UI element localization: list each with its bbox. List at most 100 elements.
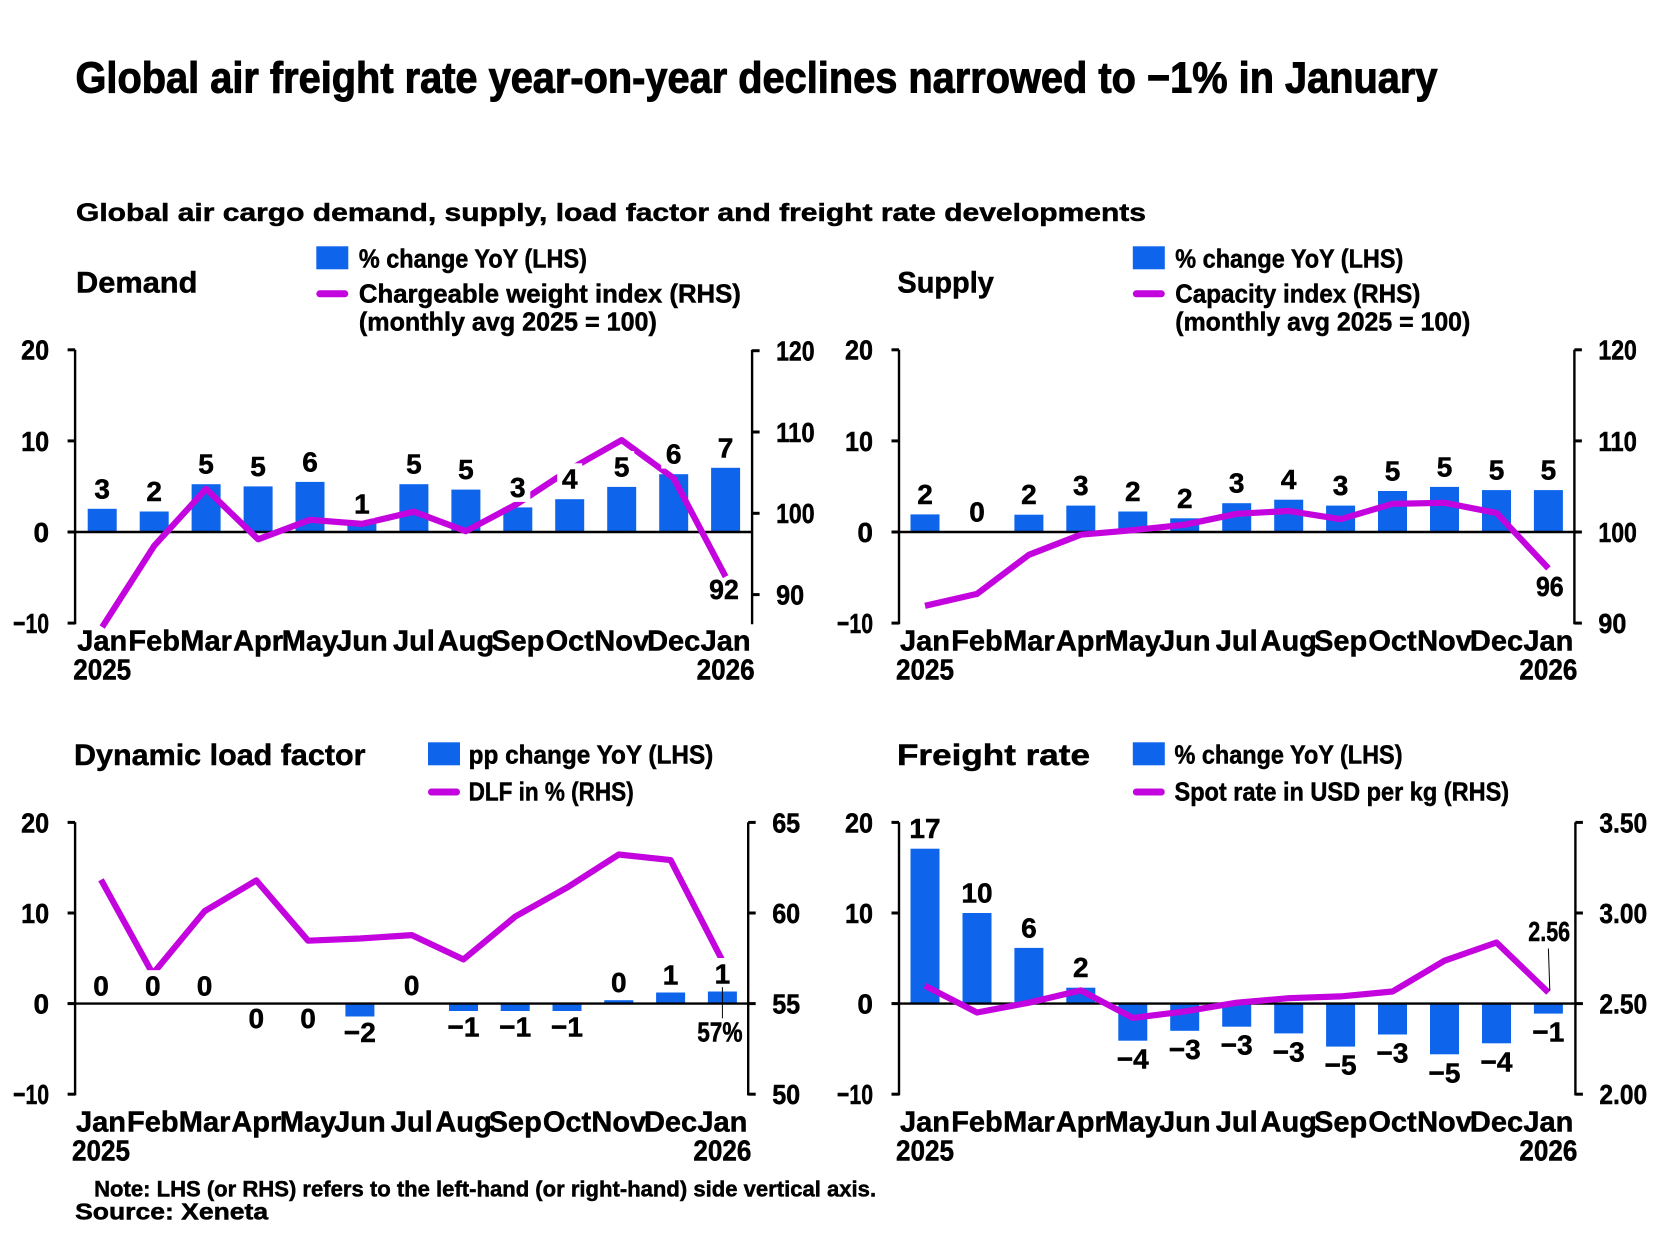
svg-text:2: 2 [1021, 479, 1037, 510]
svg-text:Oct: Oct [546, 626, 595, 658]
svg-text:Oct: Oct [1368, 626, 1417, 658]
svg-text:−1: −1 [499, 1011, 531, 1042]
svg-text:Note: LHS (or RHS) refers to t: Note: LHS (or RHS) refers to the left-ha… [94, 1177, 876, 1202]
svg-text:55: 55 [772, 989, 800, 1020]
svg-text:5: 5 [1541, 455, 1557, 486]
svg-text:Supply: Supply [897, 266, 994, 299]
svg-text:Apr: Apr [1056, 626, 1106, 658]
svg-text:Demand: Demand [76, 266, 197, 299]
svg-text:Chargeable weight index (RHS): Chargeable weight index (RHS) [359, 278, 741, 308]
svg-text:Jan: Jan [77, 626, 127, 658]
svg-text:5: 5 [198, 449, 214, 480]
svg-text:10: 10 [961, 878, 992, 909]
svg-text:Jun: Jun [334, 1106, 386, 1138]
svg-text:2025: 2025 [73, 655, 131, 687]
svg-text:3: 3 [94, 473, 110, 504]
svg-text:2: 2 [146, 476, 162, 507]
svg-text:pp change YoY (LHS): pp change YoY (LHS) [469, 740, 714, 770]
svg-text:−1: −1 [551, 1011, 583, 1042]
svg-text:Source: Xeneta: Source: Xeneta [75, 1199, 268, 1225]
svg-text:−10: −10 [13, 1079, 49, 1110]
svg-text:−5: −5 [1325, 1050, 1357, 1081]
svg-text:Jan: Jan [900, 626, 950, 658]
svg-text:3: 3 [1333, 470, 1349, 501]
svg-text:20: 20 [845, 335, 873, 366]
svg-text:5: 5 [614, 451, 630, 482]
svg-text:0: 0 [404, 970, 420, 1001]
svg-text:120: 120 [776, 336, 815, 367]
svg-text:Mar: Mar [1003, 626, 1055, 658]
svg-text:3.00: 3.00 [1599, 898, 1647, 929]
svg-text:Global air freight rate year-o: Global air freight rate year-on-year dec… [76, 54, 1438, 103]
svg-text:2026: 2026 [1519, 655, 1577, 687]
svg-text:0: 0 [857, 517, 873, 548]
svg-text:10: 10 [845, 898, 873, 929]
svg-text:% change YoY (LHS): % change YoY (LHS) [1175, 244, 1403, 274]
svg-text:100: 100 [1598, 517, 1637, 548]
svg-text:−10: −10 [837, 608, 873, 639]
svg-text:5: 5 [1489, 455, 1505, 486]
svg-text:2: 2 [917, 479, 933, 510]
svg-text:3: 3 [1073, 470, 1089, 501]
svg-text:2025: 2025 [72, 1135, 130, 1167]
svg-text:20: 20 [845, 807, 873, 838]
svg-text:1: 1 [663, 960, 679, 991]
svg-text:Spot rate in USD per kg (RHS): Spot rate in USD per kg (RHS) [1175, 777, 1510, 807]
svg-text:2025: 2025 [896, 655, 954, 687]
svg-text:Mar: Mar [180, 626, 232, 658]
svg-text:May: May [1105, 626, 1161, 658]
svg-text:Freight rate: Freight rate [897, 739, 1090, 772]
svg-text:5: 5 [406, 449, 422, 480]
svg-text:−3: −3 [1169, 1034, 1201, 1065]
svg-text:Jul: Jul [391, 1106, 433, 1138]
svg-text:2026: 2026 [697, 655, 755, 687]
svg-text:Aug: Aug [435, 1106, 491, 1138]
svg-text:0: 0 [93, 971, 109, 1002]
svg-text:−3: −3 [1377, 1038, 1409, 1069]
svg-text:0: 0 [34, 989, 50, 1020]
svg-text:Jun: Jun [1159, 626, 1211, 658]
svg-text:0: 0 [611, 967, 627, 998]
svg-text:Nov: Nov [591, 1106, 646, 1138]
svg-text:Sep: Sep [1314, 1106, 1367, 1138]
svg-text:Dynamic load factor: Dynamic load factor [74, 739, 366, 772]
svg-text:−3: −3 [1221, 1030, 1253, 1061]
svg-text:110: 110 [1598, 426, 1637, 457]
svg-text:Oct: Oct [543, 1106, 592, 1138]
svg-text:60: 60 [772, 898, 800, 929]
svg-text:−3: −3 [1273, 1036, 1305, 1067]
svg-text:Nov: Nov [594, 626, 649, 658]
svg-text:Jan: Jan [900, 1106, 950, 1138]
svg-text:−1: −1 [1532, 1017, 1564, 1048]
svg-text:57%: 57% [697, 1017, 742, 1048]
svg-text:Global air cargo demand, suppl: Global air cargo demand, supply, load fa… [76, 199, 1146, 227]
svg-text:2: 2 [1177, 483, 1193, 514]
svg-text:Apr: Apr [233, 626, 283, 658]
svg-text:20: 20 [21, 807, 49, 838]
svg-text:Feb: Feb [951, 626, 1003, 658]
svg-text:6: 6 [1021, 912, 1037, 943]
svg-text:2025: 2025 [896, 1135, 954, 1167]
svg-text:(monthly avg 2025 = 100): (monthly avg 2025 = 100) [359, 307, 657, 337]
svg-text:Feb: Feb [128, 626, 180, 658]
svg-text:Nov: Nov [1417, 1106, 1472, 1138]
svg-text:0: 0 [34, 517, 50, 548]
svg-text:Sep: Sep [489, 1106, 542, 1138]
svg-text:−10: −10 [13, 608, 49, 639]
svg-text:0: 0 [145, 971, 161, 1002]
svg-text:0: 0 [197, 971, 213, 1002]
svg-text:Mar: Mar [1003, 1106, 1055, 1138]
svg-text:2.50: 2.50 [1599, 989, 1647, 1020]
svg-text:65: 65 [772, 807, 800, 838]
svg-text:May: May [280, 1106, 336, 1138]
svg-text:2.00: 2.00 [1599, 1079, 1647, 1110]
svg-text:0: 0 [300, 1003, 316, 1034]
svg-text:2: 2 [1073, 952, 1089, 983]
svg-text:% change YoY (LHS): % change YoY (LHS) [1175, 740, 1403, 770]
svg-text:2026: 2026 [1519, 1135, 1577, 1167]
svg-text:Aug: Aug [1261, 1106, 1317, 1138]
svg-text:Nov: Nov [1417, 626, 1472, 658]
svg-text:5: 5 [1385, 456, 1401, 487]
svg-text:Jan: Jan [701, 626, 751, 658]
svg-text:92: 92 [709, 574, 739, 605]
